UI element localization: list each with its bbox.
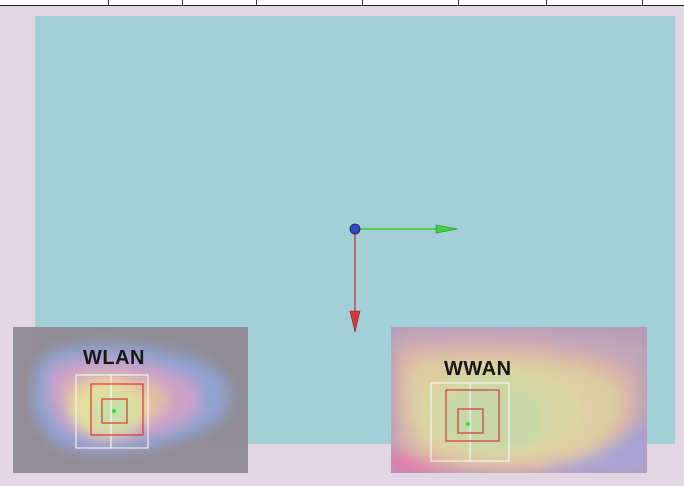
wlan-heatmap-panel[interactable]: WLAN (13, 327, 248, 473)
wlan-panel-title: WLAN (83, 347, 145, 369)
wwan-panel-title: WWAN (444, 358, 512, 380)
wwan-heatmap-panel[interactable]: WWAN (391, 327, 647, 473)
wwan-heatmap (391, 327, 647, 473)
top-ruler (0, 0, 684, 6)
wlan-heatmap (32, 344, 230, 454)
